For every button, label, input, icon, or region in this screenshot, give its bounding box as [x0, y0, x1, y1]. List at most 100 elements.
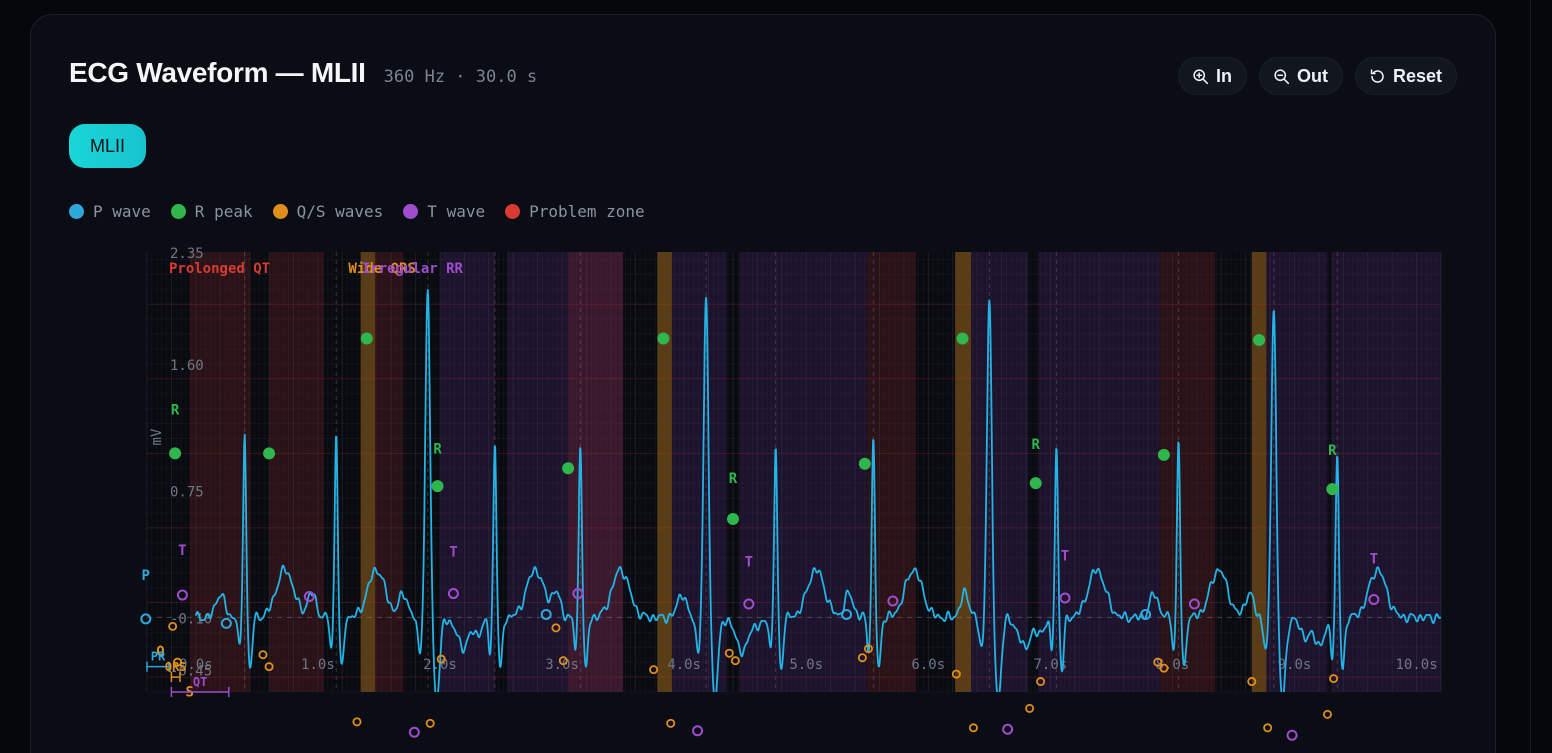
t-wave-label: T: [1370, 552, 1378, 568]
problem-zone-rr: [971, 252, 1029, 692]
t-wave-marker: [447, 588, 459, 600]
t-wave-marker: [176, 589, 188, 601]
x-tick-label: 0.0s: [179, 657, 213, 673]
zoom-reset-label: Reset: [1392, 65, 1442, 86]
zoom-out-label: Out: [1296, 65, 1328, 86]
legend-item-problem-zone[interactable]: Problem zone: [505, 202, 645, 221]
r-peak-label: R: [729, 471, 738, 487]
x-tick-label: 7.0s: [1033, 657, 1067, 673]
legend-item-t-wave[interactable]: T wave: [403, 202, 485, 221]
legend-label: Q/S waves: [296, 202, 384, 221]
r-peak-marker: [1157, 448, 1170, 461]
problem-zone-rr: [671, 252, 727, 692]
reset-icon: [1370, 68, 1384, 83]
legend-label: R peak: [194, 202, 253, 221]
header: ECG Waveform — MLII 360 Hz · 30.0 s: [69, 57, 537, 89]
zoom-in-icon: [1193, 68, 1209, 84]
p-wave-marker: [220, 617, 232, 629]
qs-wave-marker: [968, 723, 978, 733]
x-tick-label: 9.0s: [1278, 657, 1312, 673]
t-wave-label: T: [745, 555, 753, 571]
qs-wave-marker: [1036, 677, 1046, 687]
t-wave-label: T: [449, 544, 457, 560]
r-peak-marker: [1253, 334, 1266, 346]
p-wave-marker: [1140, 608, 1152, 620]
r-peak-marker: [1029, 477, 1042, 490]
qs-wave-marker: [436, 654, 446, 664]
problem-zones: [189, 252, 1441, 692]
interval-label: QT: [193, 675, 207, 689]
qs-wave-marker: [951, 669, 961, 679]
x-tick-label: 8.0s: [1156, 657, 1190, 673]
interval-label: PR: [151, 650, 166, 664]
x-tick-label: 4.0s: [667, 657, 701, 673]
legend-label: Problem zone: [529, 202, 645, 221]
p-wave-label: P: [142, 568, 150, 584]
qs-wave-marker: [724, 648, 734, 658]
sample-meta: 360 Hz · 30.0 s: [383, 67, 538, 87]
zoom-out-button[interactable]: Out: [1258, 57, 1343, 95]
r-peak-marker: [360, 332, 373, 345]
zoom-in-button[interactable]: In: [1177, 57, 1247, 95]
legend-label: T wave: [427, 202, 486, 221]
ecg-signal-line: [194, 289, 1441, 692]
qs-wave-marker: [666, 718, 676, 728]
legend-item-qs-waves[interactable]: Q/S waves: [272, 202, 384, 221]
r-peak-marker: [562, 462, 575, 475]
t-wave-marker: [887, 595, 899, 607]
r-peak-label: R: [433, 441, 442, 457]
r-peak-label: R: [1328, 443, 1337, 459]
zoom-out-icon: [1274, 68, 1290, 84]
p-wave-dot-icon: [69, 204, 84, 219]
p-wave-marker: [540, 608, 552, 620]
qs-wave-label: Q: [156, 644, 164, 660]
r-peak-marker: [1326, 483, 1339, 496]
window-edge: [1530, 0, 1531, 753]
problem-zone-label: Irregular RR: [362, 261, 464, 277]
legend-item-r-peak[interactable]: R peak: [170, 202, 253, 221]
problem-zone-label: Wide QRS: [348, 261, 415, 277]
y-tick-label: -0.10: [170, 611, 212, 627]
problem-zone-dot-icon: [505, 204, 521, 219]
qs-wave-marker: [264, 662, 274, 672]
page-title: ECG Waveform — MLII: [69, 57, 366, 88]
p-wave-marker: [840, 608, 852, 620]
qs-wave-marker: [730, 656, 740, 666]
t-wave-marker: [1286, 729, 1298, 741]
t-wave-label: T: [178, 543, 186, 559]
problem-zone-rr: [739, 252, 868, 692]
y-tick-label: 0.75: [170, 485, 204, 501]
zoom-reset-button[interactable]: Reset: [1354, 57, 1457, 95]
x-tick-label: 5.0s: [789, 657, 823, 673]
qs-wave-marker: [352, 717, 362, 727]
legend-label: P wave: [93, 202, 151, 221]
problem-zone-qt: [269, 252, 325, 692]
qs-wave-marker: [857, 653, 867, 663]
zoom-in-label: In: [1215, 65, 1232, 86]
qs-wave-marker: [1025, 703, 1035, 713]
y-tick-label: 1.60: [170, 358, 204, 374]
zoom-controls: In Out Reset: [1177, 57, 1457, 95]
r-peak-marker: [169, 447, 182, 460]
t-wave-label: T: [1061, 549, 1069, 565]
interval-label: QRS: [165, 660, 187, 674]
r-peak-marker: [431, 480, 444, 493]
plot-background: [147, 252, 1441, 692]
problem-zone-qrs: [1251, 252, 1267, 692]
lead-selector-mlii[interactable]: MLII: [69, 124, 146, 168]
p-wave-marker: [140, 613, 152, 625]
y-tick-label: 2.35: [170, 246, 204, 262]
r-peak-marker: [858, 457, 871, 470]
r-peak-label: R: [171, 403, 180, 419]
qs-wave-marker: [173, 657, 183, 667]
qs-wave-marker: [863, 644, 873, 654]
problem-zone-qrs: [955, 252, 972, 692]
problem-zone-qt: [375, 252, 404, 692]
legend-item-p-wave[interactable]: P wave: [69, 202, 151, 221]
x-tick-label: 10.0s: [1396, 657, 1438, 673]
qs-wave-marker: [1263, 723, 1273, 733]
y-axis-label: mV: [149, 428, 165, 445]
t-wave-marker: [1059, 592, 1071, 604]
grid: [146, 252, 1442, 693]
